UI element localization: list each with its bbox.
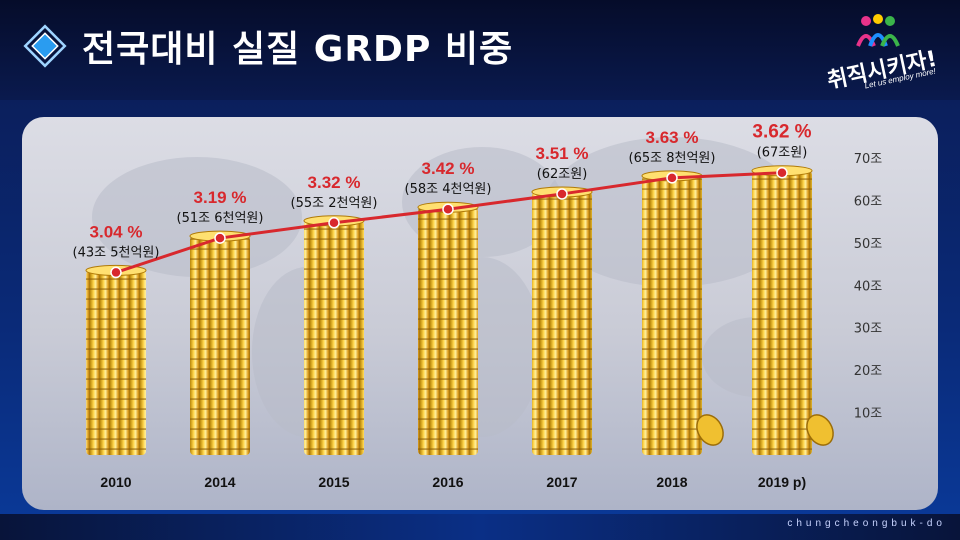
share-point: [328, 217, 340, 229]
footer-band: [0, 514, 960, 540]
share-value-label: 3.51 %: [536, 144, 589, 163]
y-tick-label: 70조: [854, 152, 883, 167]
share-point: [666, 172, 678, 184]
diamond-icon: [23, 24, 67, 68]
header-band: [0, 0, 960, 100]
coin-icon: [696, 414, 724, 446]
share-point: [110, 266, 122, 279]
share-value-label: 3.42 %: [422, 159, 475, 178]
bar-value-label: (43조 5천억원): [73, 245, 160, 260]
coin-stack-bar: [642, 175, 702, 455]
logo: 취직시키자! Let us employ more!: [825, 8, 946, 100]
share-point: [776, 166, 788, 179]
share-value-label: 3.63 %: [646, 128, 699, 147]
x-tick-label: 2018: [656, 474, 687, 490]
share-point: [214, 232, 226, 244]
share-value-label: 3.62 %: [752, 122, 811, 143]
bar-value-label: (51조 6천억원): [177, 211, 264, 226]
share-value-label: 3.32 %: [308, 173, 361, 192]
x-tick-label: 2016: [432, 474, 463, 490]
coin-stack-bar: [304, 220, 364, 455]
x-tick-label: 2014: [204, 474, 235, 490]
title-bar: 전국대비 실질 GRDP 비중: [22, 18, 513, 74]
x-tick-label: 2015: [318, 474, 349, 490]
bar-value-label: (55조 2천억원): [291, 196, 378, 211]
coin-stack-bar: [190, 236, 250, 455]
share-value-label: 3.19 %: [194, 188, 247, 207]
y-tick-label: 30조: [854, 322, 883, 337]
share-point: [556, 188, 568, 200]
y-tick-label: 60조: [854, 194, 883, 209]
coin-stack-bar: [532, 191, 592, 455]
share-point: [442, 203, 454, 215]
x-tick-label: 2010: [100, 474, 131, 490]
bar-value-label: (67조원): [757, 146, 808, 161]
x-tick-label: 2019 p): [758, 474, 806, 490]
bar-value-label: (62조원): [537, 167, 588, 182]
page-title: 전국대비 실질 GRDP 비중: [82, 29, 514, 70]
coin-stack-bar: [418, 207, 478, 455]
y-tick-label: 50조: [854, 237, 883, 252]
share-value-label: 3.04 %: [90, 222, 143, 241]
bar-value-label: (58조 4천억원): [405, 182, 492, 197]
coin-stack-bar: [86, 270, 146, 455]
coin-stack-bar: [752, 170, 812, 455]
x-tick-label: 2017: [546, 474, 577, 490]
coin-icon: [806, 414, 834, 446]
people-icon: [856, 14, 900, 47]
footer-text: chungcheongbuk-do: [787, 518, 946, 529]
y-tick-label: 10조: [854, 407, 883, 422]
y-tick-label: 40조: [854, 279, 883, 294]
y-tick-label: 20조: [854, 364, 883, 379]
bar-value-label: (65조 8천억원): [629, 151, 716, 166]
